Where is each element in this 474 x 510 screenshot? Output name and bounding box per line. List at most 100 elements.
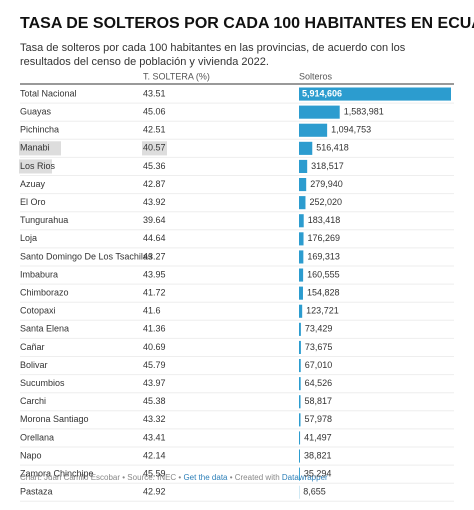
value-label: 1,583,981 (344, 107, 384, 117)
pct-value: 39.64 (143, 215, 166, 225)
value-label: 57,978 (304, 414, 332, 424)
value-label: 41,497 (304, 432, 332, 442)
pct-value: 45.38 (143, 396, 166, 406)
row-label: Loja (20, 233, 37, 243)
pct-value: 45.59 (143, 469, 166, 479)
pct-value: 41.6 (143, 306, 161, 316)
bar (299, 124, 327, 137)
pct-value: 43.97 (143, 378, 166, 388)
value-label: 160,555 (307, 269, 340, 279)
pct-value: 43.92 (143, 197, 166, 207)
value-label: 1,094,753 (331, 125, 371, 135)
footer-created: Created with (235, 473, 280, 482)
column-header: T. SOLTERA (%) (143, 71, 210, 81)
row-label: Imbabura (20, 269, 58, 279)
row-label: Napo (20, 450, 42, 460)
pct-value: 42.92 (143, 487, 166, 497)
value-label: 5,914,606 (302, 88, 342, 98)
bar (299, 250, 303, 263)
bar (299, 341, 301, 354)
value-label: 176,269 (308, 233, 341, 243)
pct-value: 40.69 (143, 342, 166, 352)
pct-value: 43.32 (143, 414, 166, 424)
bar (299, 468, 300, 481)
value-label: 516,418 (316, 143, 349, 153)
row-label: Guayas (20, 107, 52, 117)
pct-value: 40.57 (143, 143, 166, 153)
pct-value: 45.36 (143, 161, 166, 171)
bar (299, 232, 304, 245)
bar (299, 142, 312, 155)
bar (299, 431, 300, 444)
bar (299, 269, 303, 282)
bar (299, 196, 305, 209)
pct-value: 43.41 (143, 432, 166, 442)
row-label: Morona Santiago (20, 414, 89, 424)
pct-value: 43.51 (143, 88, 166, 98)
value-label: 73,675 (305, 342, 333, 352)
bar (299, 287, 303, 300)
value-label: 123,721 (306, 306, 339, 316)
pct-value: 42.87 (143, 179, 166, 189)
subtitle-line: Tasa de solteros por cada 100 habitantes… (20, 42, 406, 54)
sep: • (176, 473, 183, 482)
pct-value: 42.51 (143, 125, 166, 135)
value-label: 318,517 (311, 161, 344, 171)
row-label: Pichincha (20, 125, 59, 135)
value-label: 279,940 (310, 179, 343, 189)
bar (299, 178, 306, 191)
bar (299, 305, 302, 318)
row-label: Cotopaxi (20, 306, 56, 316)
bar (299, 450, 300, 463)
pct-value: 45.06 (143, 107, 166, 117)
row-label: Cañar (20, 342, 45, 352)
value-label: 73,429 (305, 324, 333, 334)
pct-value: 43.95 (143, 269, 166, 279)
row-label: Orellana (20, 432, 54, 442)
value-label: 35,294 (304, 469, 332, 479)
bar (299, 214, 304, 227)
row-label: Bolivar (20, 360, 48, 370)
row-label: Los Rios (20, 161, 56, 171)
row-label: Carchi (20, 396, 46, 406)
data-link[interactable]: Get the data (183, 473, 228, 482)
value-label: 67,010 (305, 360, 333, 370)
value-label: 38,821 (304, 450, 332, 460)
row-label: Zamora Chinchipe (20, 469, 94, 479)
bar (299, 323, 301, 336)
column-header: Solteros (299, 71, 333, 81)
value-label: 252,020 (309, 197, 342, 207)
row-label: Santa Elena (20, 324, 69, 334)
value-label: 8,655 (303, 487, 326, 497)
row-label: Chimborazo (20, 288, 69, 298)
value-label: 64,526 (305, 378, 333, 388)
row-label: Tungurahua (20, 215, 68, 225)
pct-value: 43.27 (143, 251, 166, 261)
value-label: 169,313 (307, 251, 340, 261)
subtitle: Tasa de solteros por cada 100 habitantes… (20, 42, 406, 68)
bar (299, 377, 301, 390)
row-label: Sucumbios (20, 378, 65, 388)
pct-value: 44.64 (143, 233, 166, 243)
pct-value: 41.36 (143, 324, 166, 334)
pct-value: 41.72 (143, 288, 166, 298)
bar (299, 395, 301, 408)
value-label: 58,817 (305, 396, 333, 406)
pct-value: 45.79 (143, 360, 166, 370)
pct-value: 42.14 (143, 450, 166, 460)
sep: • (227, 473, 234, 482)
row-label: Manabi (20, 143, 50, 153)
bar (299, 413, 300, 426)
subtitle-text: Tasa de solteros por cada 100 habitantes… (20, 42, 406, 68)
row-label: Azuay (20, 179, 46, 189)
bar (299, 160, 307, 173)
row-label: Total Nacional (20, 88, 77, 98)
bar (299, 106, 340, 119)
chart-title: TASA DE SOLTEROS POR CADA 100 HABITANTES… (20, 15, 474, 32)
sep: • (120, 473, 127, 482)
bar (299, 359, 301, 372)
row-label: El Oro (20, 197, 46, 207)
row-label: Pastaza (20, 487, 53, 497)
row-label: Santo Domingo De Los Tsachilas (20, 251, 153, 261)
